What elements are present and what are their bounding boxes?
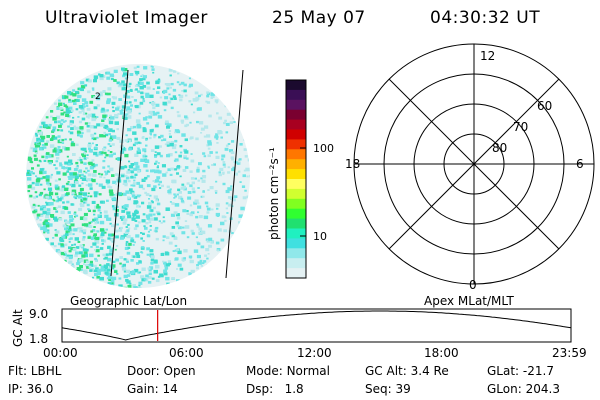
timeline-xtick-0: 00:00	[43, 346, 78, 360]
instrument-title: Ultraviolet Imager	[45, 8, 208, 28]
colorbar-segment	[286, 208, 306, 220]
timeline-xtick-3: 18:00	[424, 346, 459, 360]
colorbar-segment	[286, 179, 306, 190]
timeline-ytick-max: 9.0	[29, 307, 48, 321]
info-gain: Gain: 14	[127, 382, 178, 396]
timeline-ylabel: GC Alt	[11, 309, 25, 347]
colorbar-tick-100: 100	[313, 142, 334, 155]
colorbar-segment	[286, 228, 306, 239]
mlt-6-label: 6	[576, 157, 584, 171]
colorbar-segment	[286, 149, 306, 160]
uv-image-disk: 2	[26, 64, 250, 288]
colorbar-segment	[286, 218, 306, 230]
mlt-18-label: 18	[345, 157, 360, 171]
mlt-0-label: 0	[469, 278, 477, 292]
info-door: Door: Open	[127, 364, 196, 378]
colorbar-segment	[286, 89, 306, 101]
meridian-line-right	[225, 69, 244, 279]
info-ip: IP: 36.0	[8, 382, 54, 396]
colorbar-label: photon cm⁻²s⁻¹	[267, 147, 281, 240]
colorbar-segment	[286, 139, 306, 150]
timeline-xtick-1: 06:00	[169, 346, 204, 360]
apex-label: Apex MLat/MLT	[424, 294, 514, 308]
polar-plot: 12 0 18 6 60 70 80	[345, 43, 595, 292]
info-seq: Seq: 39	[365, 382, 411, 396]
colorbar-segment	[286, 268, 306, 279]
colorbar-segment	[286, 248, 306, 259]
colorbar-segment	[286, 198, 306, 210]
timeline-ytick-min: 1.8	[29, 332, 48, 346]
date-label: 25 May 07	[272, 8, 366, 28]
info-glon: GLon: 204.3	[487, 382, 560, 396]
colorbar-segment	[286, 188, 306, 200]
info-gc-alt: GC Alt: 3.4 Re	[365, 364, 449, 378]
mlat-70-label: 70	[513, 120, 528, 134]
colorbar-segment	[286, 129, 306, 140]
timeline-xtick-4: 23:59	[552, 346, 587, 360]
time-label: 04:30:32 UT	[430, 8, 541, 28]
colorbar-segment	[286, 80, 306, 91]
altitude-curve	[61, 310, 572, 341]
mlt-12-label: 12	[480, 49, 495, 63]
colorbar-segment	[286, 159, 306, 170]
colorbar-segment	[286, 99, 306, 111]
info-dsp: Dsp: 1.8	[246, 382, 304, 396]
orbit-timeline: 9.0 1.8 GC Alt 00:00 06:00 12:00 18:00 2…	[11, 307, 587, 360]
geographic-label: Geographic Lat/Lon	[70, 294, 187, 308]
colorbar-segment	[286, 169, 306, 180]
info-glat: GLat: -21.7	[487, 364, 554, 378]
mlat-60-label: 60	[537, 99, 552, 113]
timeline-xtick-2: 12:00	[297, 346, 332, 360]
info-mode: Mode: Normal	[246, 364, 330, 378]
colorbar: 100 10 photon cm⁻²s⁻¹	[267, 79, 334, 279]
info-filter: Flt: LBHL	[8, 364, 62, 378]
colorbar-segment	[286, 109, 306, 121]
colorbar-segment	[286, 238, 306, 249]
colorbar-tick-10: 10	[313, 230, 327, 243]
colorbar-segment	[286, 258, 306, 269]
mlat-80-label: 80	[492, 141, 507, 155]
meridian-line-left	[110, 69, 129, 277]
colorbar-segment	[286, 119, 306, 131]
image-marker: 2	[95, 92, 101, 102]
